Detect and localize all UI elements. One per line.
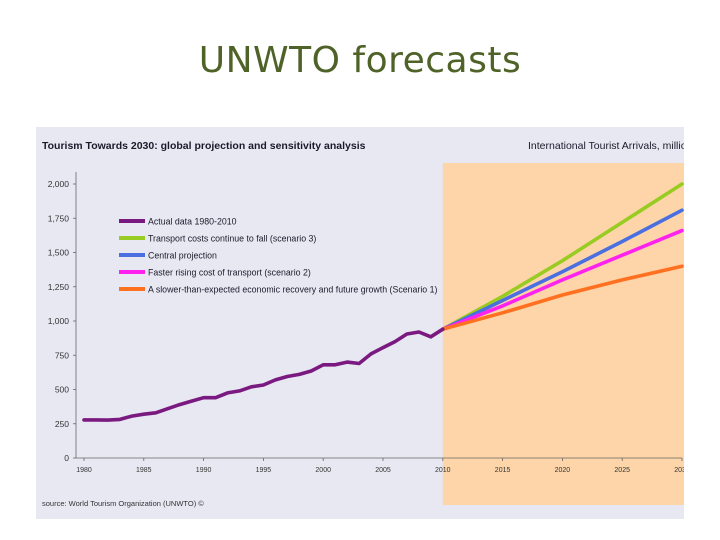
legend-label-central: Central projection (148, 251, 217, 261)
x-tick-label: 2000 (315, 467, 331, 474)
y-tick-label: 0 (64, 453, 69, 463)
legend-label-scenario3: Transport costs continue to fall (scenar… (148, 234, 316, 244)
legend-label-scenario2: Faster rising cost of transport (scenari… (148, 268, 311, 278)
series-line-scenario3 (440, 182, 684, 331)
chart-legend: Actual data 1980-2010 Transport costs con… (119, 217, 438, 295)
chart-svg: 0 250 500 750 1,000 1,250 1,500 1,750 2,000 1980 1… (48, 163, 684, 505)
legend-label-actual: Actual data 1980-2010 (148, 217, 237, 227)
chart-source: source: World Tourism Organization (UNWT… (42, 499, 204, 508)
y-tick-label: 500 (55, 385, 69, 395)
x-tick-label: 2015 (495, 467, 511, 474)
series-line-scenario2 (440, 228, 684, 331)
x-tick-label: 2010 (435, 467, 451, 474)
x-tick-label: 1995 (256, 467, 272, 474)
chart-subtitle: International Tourist Arrivals, million (528, 140, 684, 152)
chart-title: Tourism Towards 2030: global projection … (42, 140, 366, 152)
x-tick-label: 2020 (555, 467, 571, 474)
y-tick-label: 750 (55, 350, 69, 360)
x-tick-label: 1980 (76, 467, 92, 474)
y-tick-label: 1,000 (48, 316, 70, 326)
chart-panel: 0 250 500 750 1,000 1,250 1,500 1,750 2,000 1980 1… (36, 127, 684, 519)
series-line-central (440, 208, 684, 331)
x-tick-label: 2025 (614, 467, 630, 474)
chart-axes: 0 250 500 750 1,000 1,250 1,500 1,750 2,000 1980 1… (48, 172, 684, 474)
y-tick-label: 1,750 (48, 213, 70, 223)
series-line-scenario1 (440, 264, 684, 331)
x-tick-label: 1990 (196, 467, 212, 474)
slide-title: UNWTO forecasts (198, 40, 522, 81)
legend-label-scenario1: A slower-than-expected economic recovery… (148, 285, 438, 295)
x-tick-label: 2030 (674, 467, 684, 474)
x-tick-label: 1985 (136, 467, 152, 474)
y-tick-label: 250 (55, 419, 69, 429)
y-tick-label: 2,000 (48, 179, 70, 189)
x-tick-label: 2005 (375, 467, 391, 474)
y-tick-label: 1,250 (48, 282, 70, 292)
y-tick-label: 1,500 (48, 248, 70, 258)
series-line-actual (82, 327, 445, 422)
projection-region (442, 163, 684, 505)
chart-series (82, 182, 684, 422)
